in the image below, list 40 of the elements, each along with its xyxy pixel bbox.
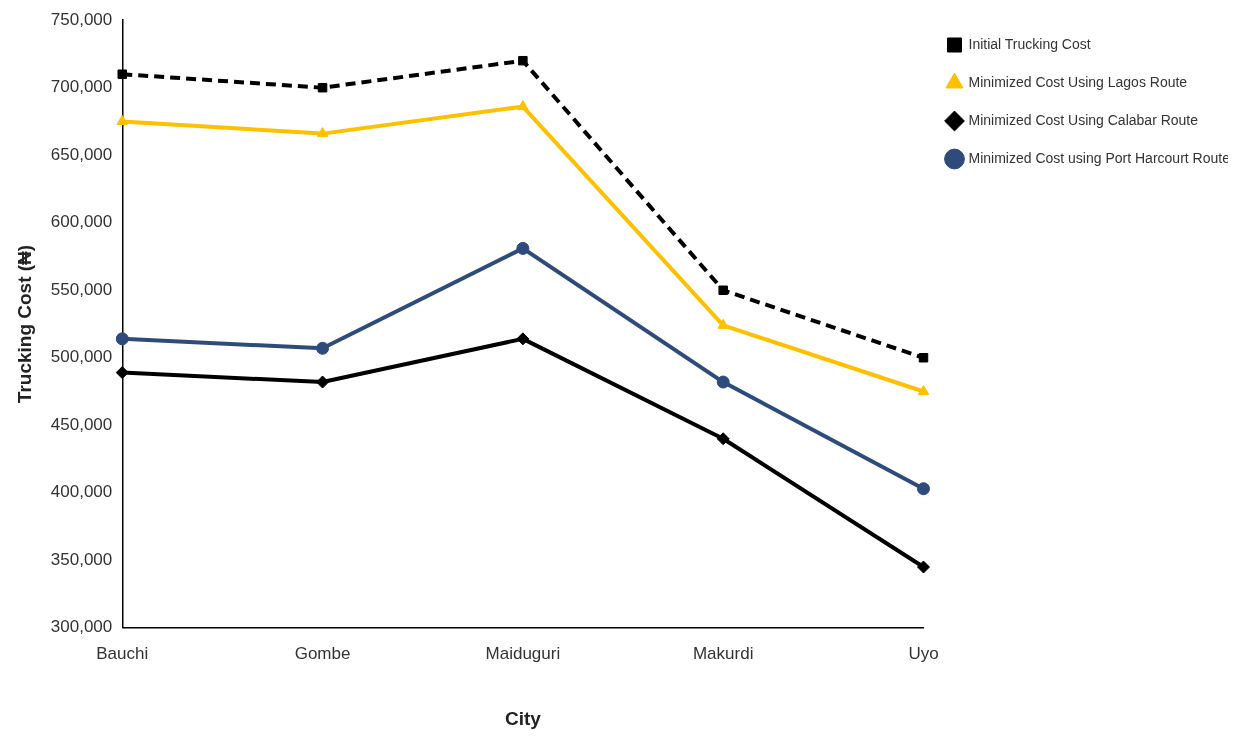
point — [115, 366, 129, 380]
y-tick-label: 550,000 — [50, 279, 113, 299]
point — [917, 560, 930, 574]
point — [117, 69, 127, 79]
legend-label: Initial Trucking Cost — [968, 35, 1091, 52]
y-tick-label: 500,000 — [50, 347, 113, 367]
point — [917, 385, 930, 396]
point — [516, 332, 530, 346]
point — [116, 114, 128, 125]
point — [516, 241, 530, 255]
y-tick-label: 400,000 — [50, 482, 113, 502]
x-tick-label: Maiduguri — [485, 643, 561, 663]
point — [917, 482, 930, 496]
point — [716, 375, 730, 389]
legend-label: Minimized Cost Using Lagos Route — [968, 73, 1188, 90]
point — [316, 375, 330, 389]
point — [517, 100, 529, 111]
point — [518, 55, 528, 66]
legend-label: Minimized Cost Using Calabar Route — [968, 111, 1199, 128]
x-tick-label: Bauchi — [96, 643, 149, 663]
y-tick-label: 600,000 — [50, 212, 113, 232]
point — [918, 353, 929, 363]
point — [316, 341, 330, 355]
point — [115, 332, 129, 346]
y-tick-label: 750,000 — [50, 9, 113, 29]
y-tick-label: 650,000 — [50, 144, 113, 164]
x-axis-title: City — [504, 707, 542, 729]
point — [717, 318, 729, 329]
y-tick-label: 450,000 — [50, 414, 113, 434]
point — [718, 285, 728, 295]
y-axis-title: Trucking Cost (₦) — [13, 244, 35, 404]
y-tick-label: 700,000 — [50, 77, 113, 97]
x-tick-label: Makurdi — [692, 643, 754, 663]
point — [716, 432, 730, 446]
point — [317, 82, 328, 93]
y-tick-label: 300,000 — [50, 617, 113, 637]
point — [316, 127, 329, 138]
x-tick-label: Uyo — [908, 643, 939, 663]
y-tick-label: 350,000 — [50, 549, 113, 569]
x-tick-label: Gombe — [294, 643, 351, 663]
